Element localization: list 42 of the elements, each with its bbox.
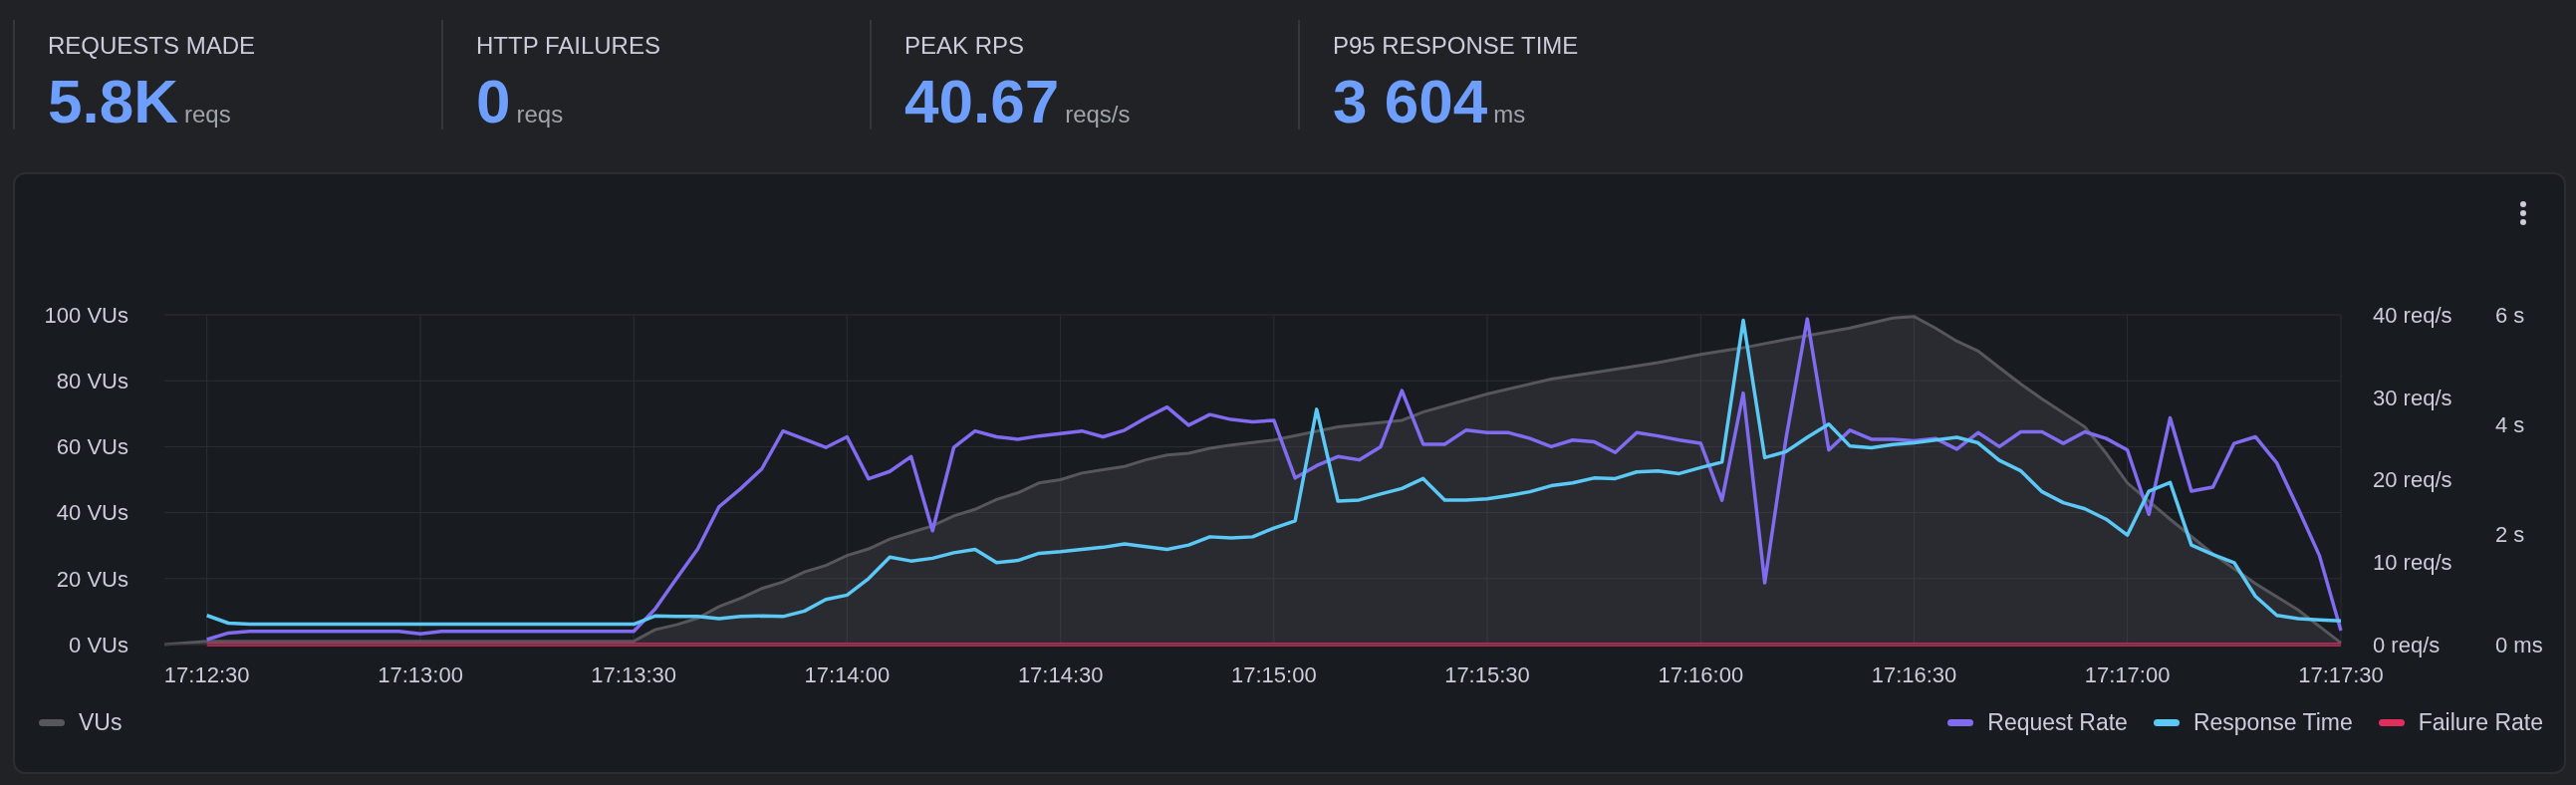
y3-tick-label: 0 ms bbox=[2495, 632, 2543, 657]
text: reqs/s bbox=[1065, 101, 1131, 128]
y3-tick-label: 4 s bbox=[2495, 412, 2525, 438]
text: 3 604 bbox=[1333, 67, 1488, 135]
text: reqs bbox=[516, 101, 564, 128]
y3-tick-label: 6 s bbox=[2495, 302, 2525, 328]
x-tick-label: 17:16:30 bbox=[1871, 661, 1957, 687]
text: reqs bbox=[183, 101, 231, 128]
x-tick-label: 17:13:30 bbox=[591, 661, 677, 687]
x-tick-label: 17:12:30 bbox=[163, 661, 250, 687]
y2-tick-label: 0 req/s bbox=[2373, 632, 2441, 657]
x-tick-label: 17:17:00 bbox=[2084, 661, 2171, 687]
text: REQUESTS MADE bbox=[48, 32, 256, 60]
legend-label: VUs bbox=[79, 709, 123, 736]
x-tick-label: 17:14:30 bbox=[1017, 661, 1104, 687]
y-tick-label: 40 VUs bbox=[56, 500, 129, 526]
y2-tick-label: 40 req/s bbox=[2373, 302, 2452, 328]
text: ms bbox=[1493, 101, 1526, 128]
y2-tick-label: 30 req/s bbox=[2373, 385, 2452, 410]
y-tick-label: 20 VUs bbox=[56, 566, 129, 592]
text: 5.8K bbox=[48, 67, 178, 135]
legend-label: Failure Rate bbox=[2418, 709, 2543, 736]
x-tick-label: 17:13:00 bbox=[378, 661, 463, 687]
legend-label: Request Rate bbox=[1987, 709, 2128, 736]
x-tick-label: 17:15:30 bbox=[1444, 661, 1530, 687]
y3-tick-label: 2 s bbox=[2495, 522, 2525, 548]
y-tick-label: 60 VUs bbox=[56, 434, 129, 460]
y-tick-label: 80 VUs bbox=[56, 369, 129, 394]
text: HTTP FAILURES bbox=[476, 32, 660, 60]
text: 0 bbox=[476, 67, 511, 135]
legend-label: Response Time bbox=[2192, 709, 2353, 736]
x-tick-label: 17:15:00 bbox=[1231, 661, 1317, 687]
y2-tick-label: 20 req/s bbox=[2373, 467, 2452, 493]
text: P95 RESPONSE TIME bbox=[1333, 32, 1579, 60]
text: PEAK RPS bbox=[904, 32, 1025, 60]
x-tick-label: 17:16:00 bbox=[1658, 661, 1744, 687]
x-tick-label: 17:17:30 bbox=[2298, 661, 2384, 687]
text: 40.67 bbox=[904, 67, 1060, 135]
x-tick-label: 17:14:00 bbox=[804, 661, 891, 687]
y2-tick-label: 10 req/s bbox=[2373, 550, 2452, 576]
y-tick-label: 0 VUs bbox=[69, 632, 129, 657]
y-tick-label: 100 VUs bbox=[44, 302, 129, 328]
